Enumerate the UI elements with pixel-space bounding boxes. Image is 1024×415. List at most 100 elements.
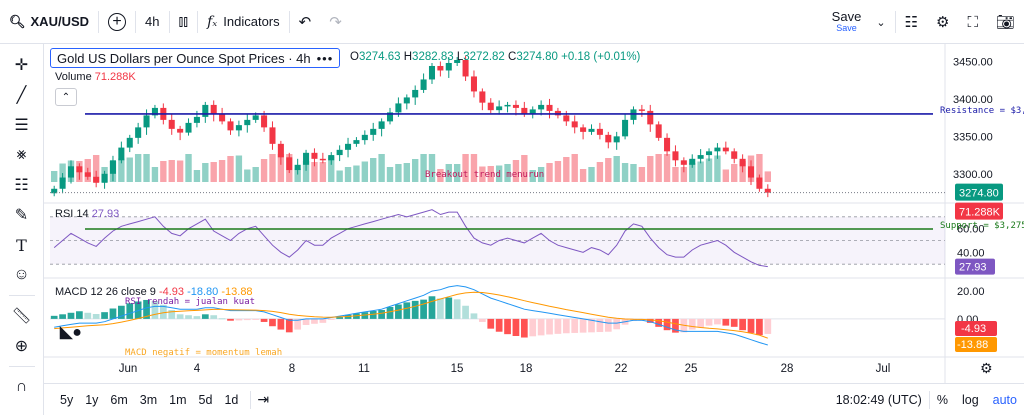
volume-bar bbox=[672, 167, 679, 182]
macd-histogram-bar bbox=[327, 318, 335, 320]
volume-bar bbox=[420, 154, 427, 182]
text-icon[interactable]: T bbox=[16, 235, 27, 255]
fib-retracement-icon[interactable]: ☰ bbox=[14, 117, 29, 134]
symbol-legend[interactable]: Gold US Dollars per Ounce Spot Prices · … bbox=[50, 48, 341, 68]
macd-histogram-bar bbox=[764, 318, 772, 334]
macd-histogram-bar bbox=[520, 318, 528, 338]
macd-histogram-bar bbox=[562, 318, 570, 334]
macd-histogram-bar bbox=[294, 318, 302, 330]
clock-label[interactable]: 18:02:49 (UTC) bbox=[835, 393, 922, 407]
range-1m[interactable]: 1m bbox=[169, 392, 187, 407]
range-5d[interactable]: 5d bbox=[198, 392, 213, 407]
macd-histogram-bar bbox=[319, 318, 327, 323]
emoji-icon[interactable]: ☺ bbox=[13, 266, 30, 283]
volume-bar bbox=[462, 154, 469, 182]
range-1d[interactable]: 1d bbox=[224, 392, 239, 407]
candle-body bbox=[739, 158, 746, 167]
gear-icon[interactable]: ⚙ bbox=[935, 14, 950, 31]
price-tick-label: 3400.00 bbox=[953, 94, 993, 106]
volume-bar bbox=[596, 162, 604, 182]
volume-bar bbox=[168, 160, 175, 182]
brush-icon[interactable]: ✎ bbox=[14, 207, 29, 224]
collapse-legend-button[interactable]: ⌃ bbox=[55, 88, 77, 106]
indicators-button[interactable]: fₓ Indicators bbox=[198, 0, 289, 43]
candle-body bbox=[244, 119, 251, 126]
pattern-icon[interactable]: ⨳ bbox=[16, 146, 27, 163]
candle-body bbox=[345, 143, 352, 150]
candle-body bbox=[454, 59, 461, 63]
candle-body bbox=[101, 173, 108, 183]
percent-toggle[interactable]: % bbox=[936, 393, 948, 407]
macd-histogram-bar bbox=[470, 313, 478, 319]
macd-histogram-bar bbox=[67, 312, 75, 319]
chart-type-button[interactable]: ⫾⫾ bbox=[170, 0, 198, 43]
volume-bar bbox=[487, 166, 494, 182]
rsi-tick-label: 40.00 bbox=[957, 247, 985, 259]
macd-legend[interactable]: MACD 12 26 close 9 -4.93 -18.80 -13.88 bbox=[55, 286, 253, 298]
candle-body bbox=[168, 119, 175, 129]
range-5y[interactable]: 5y bbox=[60, 392, 74, 407]
auto-toggle[interactable]: auto bbox=[992, 393, 1017, 407]
volume-bar bbox=[722, 169, 730, 182]
camera-icon[interactable]: 📷︎ bbox=[995, 14, 1015, 31]
macd-histogram-bar bbox=[663, 318, 671, 331]
interval-button[interactable]: 4h bbox=[136, 0, 168, 43]
macd-histogram-bar bbox=[655, 318, 663, 327]
macd-histogram-bar bbox=[588, 318, 595, 333]
candle-body bbox=[596, 128, 603, 135]
last-volume-badge bbox=[955, 202, 1003, 220]
candle-body bbox=[546, 104, 553, 111]
candle-body bbox=[386, 112, 394, 122]
trend-line-icon[interactable]: ╱ bbox=[16, 87, 27, 104]
symbol-search-button[interactable]: 🔍︎ XAU/USD bbox=[0, 0, 98, 43]
zoom-in-icon[interactable]: ⊕ bbox=[14, 338, 29, 355]
macd-histogram-bar bbox=[697, 318, 704, 328]
fullscreen-icon[interactable]: ⛶ bbox=[967, 13, 978, 31]
volume-bar bbox=[118, 158, 125, 182]
macd-signal-label: -13.88 bbox=[957, 339, 988, 351]
candle-body bbox=[756, 177, 763, 189]
volume-bar bbox=[428, 154, 436, 182]
range-3m[interactable]: 3m bbox=[139, 392, 158, 407]
volume-bar bbox=[613, 156, 620, 182]
volume-bar bbox=[655, 154, 662, 182]
undo-button[interactable]: ↶ bbox=[290, 0, 321, 43]
macd-histogram-bar bbox=[504, 318, 511, 335]
compare-button[interactable]: + bbox=[99, 0, 135, 43]
macd-histogram-bar bbox=[84, 312, 92, 319]
time-axis-label: 15 bbox=[451, 363, 464, 375]
candle-body bbox=[588, 128, 595, 132]
volume-bar bbox=[529, 170, 536, 182]
ruler-icon[interactable]: 📏︎ bbox=[11, 308, 32, 325]
crosshair-icon[interactable]: ✛ bbox=[14, 57, 29, 74]
volume-bar bbox=[227, 156, 234, 182]
volume-legend[interactable]: Volume 71.288K bbox=[55, 71, 136, 83]
range-1y[interactable]: 1y bbox=[85, 392, 99, 407]
candle-body bbox=[378, 121, 385, 129]
tradingview-logo[interactable]: ◣● bbox=[60, 324, 82, 341]
volume-bar bbox=[571, 154, 578, 182]
range-6m[interactable]: 6m bbox=[110, 392, 128, 407]
save-button[interactable]: Save Save bbox=[826, 10, 868, 33]
rsi-legend[interactable]: RSI 14 27.93 bbox=[55, 208, 120, 220]
macd-histogram-bar bbox=[512, 318, 520, 336]
undo-icon: ↶ bbox=[298, 13, 312, 31]
redo-button[interactable]: ↷ bbox=[320, 0, 351, 43]
candle-body bbox=[67, 166, 75, 178]
candle-body bbox=[235, 125, 242, 131]
volume-bar bbox=[361, 161, 369, 182]
macd-histogram-bar bbox=[672, 318, 679, 333]
top-toolbar: 🔍︎ XAU/USD + 4h ⫾⫾ fₓ Indicators ↶ ↷ Sav… bbox=[0, 0, 1024, 44]
candle-body bbox=[59, 177, 66, 189]
log-toggle[interactable]: log bbox=[961, 393, 979, 407]
axis-settings-icon[interactable]: ⚙ bbox=[980, 361, 993, 377]
goto-date-icon[interactable]: ⇥ bbox=[257, 391, 270, 407]
forecast-icon[interactable]: ☷ bbox=[14, 177, 29, 194]
more-options-icon[interactable]: ••• bbox=[316, 50, 334, 66]
quick-search-icon[interactable]: ☷ bbox=[904, 14, 918, 31]
macd-histogram-bar bbox=[705, 318, 713, 326]
magnet-icon[interactable]: ∩ bbox=[15, 378, 28, 395]
chevron-down-icon[interactable]: ⌄ bbox=[876, 16, 886, 29]
macd-histogram-bar bbox=[361, 312, 369, 319]
